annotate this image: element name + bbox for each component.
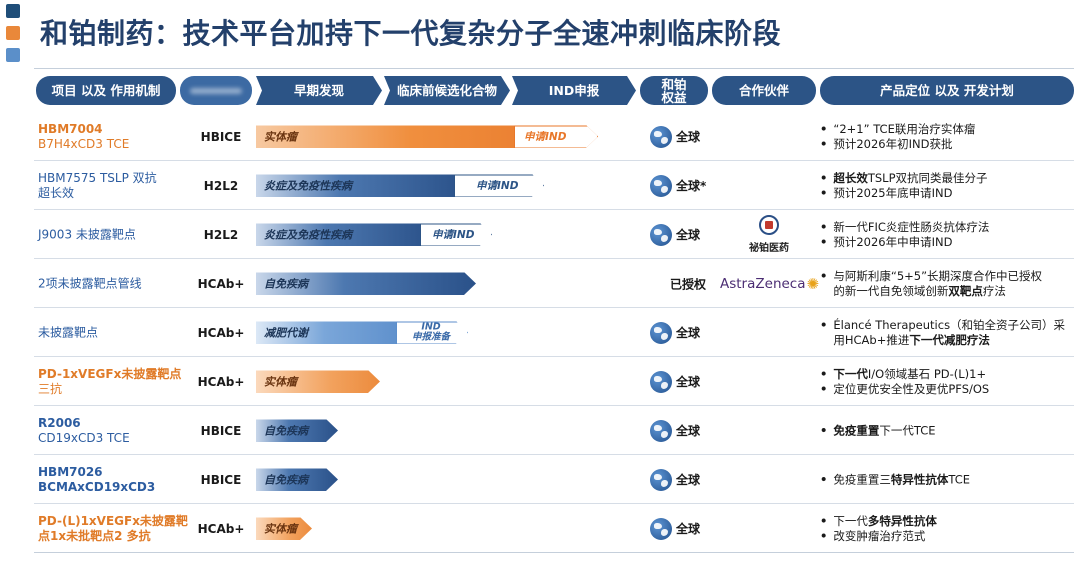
pipeline-row: R2006 CD19xCD3 TCE HBICE 自免疾病 全球 • 免疫重置下一代… xyxy=(34,406,1074,455)
indication-label: 炎症及免疫性疾病 xyxy=(264,179,352,193)
header-project: 项目 以及 作用机制 xyxy=(36,76,176,105)
header-discovery: 早期发现 xyxy=(256,76,382,105)
page-title: 和铂制药：技术平台加持下一代复杂分子全速冲刺临床阶段 xyxy=(40,17,782,50)
pipeline-row: HBM7575 TSLP 双抗 超长效 H2L2 炎症及免疫性疾病 申请IND 全… xyxy=(34,161,1074,210)
project-name: HBM7575 TSLP 双抗 超长效 xyxy=(38,170,157,200)
globe-icon xyxy=(650,223,672,246)
progress-bar: 减肥代谢 IND 申报准备 xyxy=(256,321,468,344)
indication-label: 实体瘤 xyxy=(264,130,297,144)
rights: 全球* xyxy=(650,174,706,197)
pipeline-row: PD-1xVEGFx未披露靶点 三抗 HCAb+ 实体瘤 全球 • 下一代I/O领域… xyxy=(34,357,1074,406)
platform: HBICE xyxy=(200,472,242,487)
pipeline-row: 未披露靶点 HCAb+ 减肥代谢 IND 申报准备 全球 • Élancé Ther… xyxy=(34,308,1074,357)
hebo-seal-icon xyxy=(759,214,779,235)
globe-icon xyxy=(650,174,672,197)
globe-icon xyxy=(650,517,672,540)
rights: 全球 xyxy=(650,419,700,442)
divider-top xyxy=(34,68,1074,69)
pipeline-row: HBM7026 BCMAxCD19xCD3 HBICE 自免疾病 全球 • 免疫重置… xyxy=(34,455,1074,504)
deco-square-orange xyxy=(6,26,20,40)
progress-bar: 炎症及免疫性疾病 申请IND xyxy=(256,223,492,246)
globe-icon xyxy=(650,419,672,442)
platform: HBICE xyxy=(200,129,242,144)
header-platform xyxy=(180,76,252,105)
pipeline-row: HBM7004 B7H4xCD3 TCE HBICE 实体瘤 申请IND 全球 •… xyxy=(34,112,1074,161)
pipeline-row: PD-(L)1xVEGFx未披露靶 点1x未批靶点2 多抗 HCAb+ 实体瘤 全… xyxy=(34,504,1074,553)
header-rights: 和铂 权益 xyxy=(640,76,708,105)
platform: HCAb+ xyxy=(197,325,245,340)
progress-bar: 实体瘤 xyxy=(256,370,380,393)
plan: • “2+1” TCE联用治疗实体瘤 • 预计2026年初IND获批 xyxy=(820,121,976,151)
rights: 全球 xyxy=(650,370,700,393)
project-name: R2006 CD19xCD3 TCE xyxy=(38,415,130,445)
plan: •与阿斯利康“5+5”长期深度合作中已授权 •的新一代自免领域创新双靶点疗法 xyxy=(820,268,1043,298)
progress-bar: 炎症及免疫性疾病 申请IND xyxy=(256,174,544,197)
indication-label: 自免疾病 xyxy=(264,473,308,487)
plan: • 免疫重置三特异性抗体TCE xyxy=(820,472,971,486)
ind-label: 申请IND xyxy=(432,229,475,241)
indication-label: 实体瘤 xyxy=(264,522,297,536)
globe-icon xyxy=(650,370,672,393)
header-partner: 合作伙伴 xyxy=(712,76,816,105)
platform: H2L2 xyxy=(203,227,239,242)
header-ind: IND申报 xyxy=(512,76,636,105)
progress-bar: 自免疾病 xyxy=(256,419,338,442)
rights: 全球 xyxy=(650,517,700,540)
plan: • 下一代多特异性抗体 • 改变肿瘤治疗范式 xyxy=(820,513,937,543)
plan: • 免疫重置下一代TCE xyxy=(820,423,936,437)
rights: 全球 xyxy=(650,223,700,246)
header-positioning: 产品定位 以及 开发计划 xyxy=(820,76,1074,105)
indication-label: 实体瘤 xyxy=(264,375,297,389)
platform: H2L2 xyxy=(203,178,239,193)
partner-logo-astrazeneca: AstraZeneca ✺ xyxy=(720,274,820,293)
ind-label: IND 申报准备 xyxy=(411,321,450,342)
rights: 全球 xyxy=(650,321,700,344)
globe-icon xyxy=(650,125,672,148)
indication-label: 自免疾病 xyxy=(264,277,308,291)
project-name: J9003 未披露靶点 xyxy=(38,227,136,241)
indication-label: 炎症及免疫性疾病 xyxy=(264,228,352,242)
plan: •Élancé Therapeutics（和铂全资子公司）采 •用HCAb+推进… xyxy=(820,317,1066,347)
ind-label: 申请IND xyxy=(476,180,519,192)
rights: 全球 xyxy=(650,125,700,148)
plan: • 新一代FIC炎症性肠炎抗体疗法 • 预计2026年中申请IND xyxy=(820,219,990,249)
header-preclinical: 临床前候选化合物 xyxy=(384,76,510,105)
indication-label: 自免疾病 xyxy=(264,424,308,438)
indication-label: 减肥代谢 xyxy=(264,326,308,340)
rights: 全球 xyxy=(650,468,700,491)
project-name: HBM7026 BCMAxCD19xCD3 xyxy=(38,464,156,494)
deco-square-blue xyxy=(6,48,20,62)
partner-logo-hebo: 祕铂医药 xyxy=(740,214,798,255)
progress-bar: 自免疾病 xyxy=(256,272,476,295)
pipeline-row: 2项未披露靶点管线 HCAb+ 自免疾病 已授权 AstraZeneca ✺ • 与… xyxy=(34,259,1074,308)
plan: • 下一代I/O领域基石 PD-(L)1+ • 定位更优安全性及更优PFS/OS xyxy=(820,366,990,396)
globe-icon xyxy=(650,321,672,344)
astrazeneca-symbol-icon: ✺ xyxy=(806,274,820,293)
platform: HCAb+ xyxy=(197,374,245,389)
divider-bottom xyxy=(34,552,1074,553)
progress-bar: 实体瘤 xyxy=(256,517,312,540)
platform: HBICE xyxy=(200,423,242,438)
globe-icon xyxy=(650,468,672,491)
project-name: 2项未披露靶点管线 xyxy=(38,276,142,290)
project-name: PD-(L)1xVEGFx未披露靶 点1x未批靶点2 多抗 xyxy=(38,513,188,543)
platform: HCAb+ xyxy=(197,276,245,291)
progress-bar: 实体瘤 申请IND xyxy=(256,125,598,148)
rights: 已授权 xyxy=(670,277,707,291)
project-name: HBM7004 B7H4xCD3 TCE xyxy=(38,121,130,151)
ind-label: 申请IND xyxy=(524,131,567,143)
progress-bar: 自免疾病 xyxy=(256,468,338,491)
project-name: PD-1xVEGFx未披露靶点 三抗 xyxy=(38,366,182,396)
pipeline-row: J9003 未披露靶点 H2L2 炎症及免疫性疾病 申请IND 全球 祕铂医药 … xyxy=(34,210,1074,259)
project-name: 未披露靶点 xyxy=(38,325,99,339)
platform: HCAb+ xyxy=(197,521,245,536)
deco-square-navy xyxy=(6,4,20,18)
plan: • 超长效TSLP双抗同类最佳分子 • 预计2025年底申请IND xyxy=(820,170,988,200)
